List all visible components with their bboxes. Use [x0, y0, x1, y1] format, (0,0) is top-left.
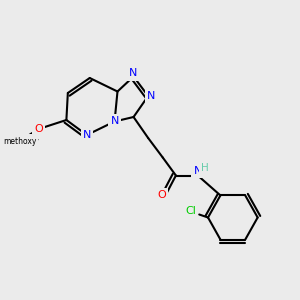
- Text: N: N: [110, 116, 119, 127]
- Text: N: N: [129, 68, 138, 79]
- Text: H: H: [201, 163, 209, 173]
- Text: N: N: [82, 130, 91, 140]
- Text: O: O: [157, 190, 166, 200]
- Text: O: O: [34, 124, 43, 134]
- Text: methoxy: methoxy: [3, 136, 40, 146]
- Text: methoxy: methoxy: [3, 136, 36, 146]
- Text: N: N: [147, 91, 155, 101]
- Text: Cl: Cl: [185, 206, 196, 217]
- Text: N: N: [194, 166, 202, 176]
